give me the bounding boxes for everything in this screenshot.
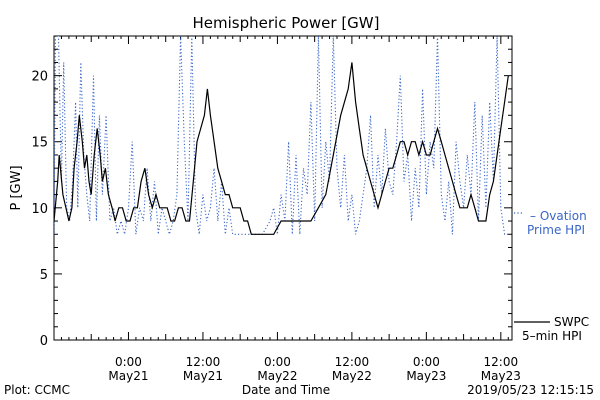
- legend-ovation-line1: – Ovation: [530, 209, 587, 223]
- x-tick-time-label: 12:00: [484, 355, 519, 369]
- footer-right: 2019/05/23 12:15:15: [467, 383, 594, 397]
- x-tick-date-label: May21: [183, 369, 223, 383]
- x-tick-time-label: 12:00: [335, 355, 370, 369]
- series-line-swpc: [54, 62, 509, 235]
- plot-frame: [53, 35, 513, 341]
- series-line-ovation: [54, 36, 509, 237]
- y-tick-label: 5: [40, 268, 48, 283]
- footer-left: Plot: CCMC: [4, 383, 70, 397]
- x-tick-date-label: May22: [332, 369, 372, 383]
- chart-title: Hemispheric Power [GW]: [193, 14, 380, 32]
- x-axis-label: Date and Time: [242, 383, 330, 397]
- legend-swpc-line2: 5–min HPI: [522, 329, 582, 343]
- x-tick-date-label: May23: [406, 369, 446, 383]
- x-tick-date-label: May23: [481, 369, 521, 383]
- x-tick-date-label: May22: [257, 369, 297, 383]
- legend-ovation-line2: Prime HPI: [527, 223, 585, 237]
- y-tick-label: 20: [31, 70, 48, 85]
- y-tick-label: 0: [40, 334, 48, 349]
- x-tick-time-label: 0:00: [413, 355, 440, 369]
- x-tick-time-label: 0:00: [264, 355, 291, 369]
- y-tick-label: 10: [31, 202, 48, 217]
- x-tick-time-label: 0:00: [115, 355, 142, 369]
- y-axis-label: P [GW]: [9, 165, 24, 210]
- legend-swpc-line1: SWPC: [554, 315, 589, 329]
- x-tick-time-label: 12:00: [186, 355, 221, 369]
- x-tick-date-label: May21: [108, 369, 148, 383]
- y-tick-label: 15: [31, 136, 48, 151]
- plot-area: 051015200:00May2112:00May210:00May2212:0…: [31, 35, 521, 383]
